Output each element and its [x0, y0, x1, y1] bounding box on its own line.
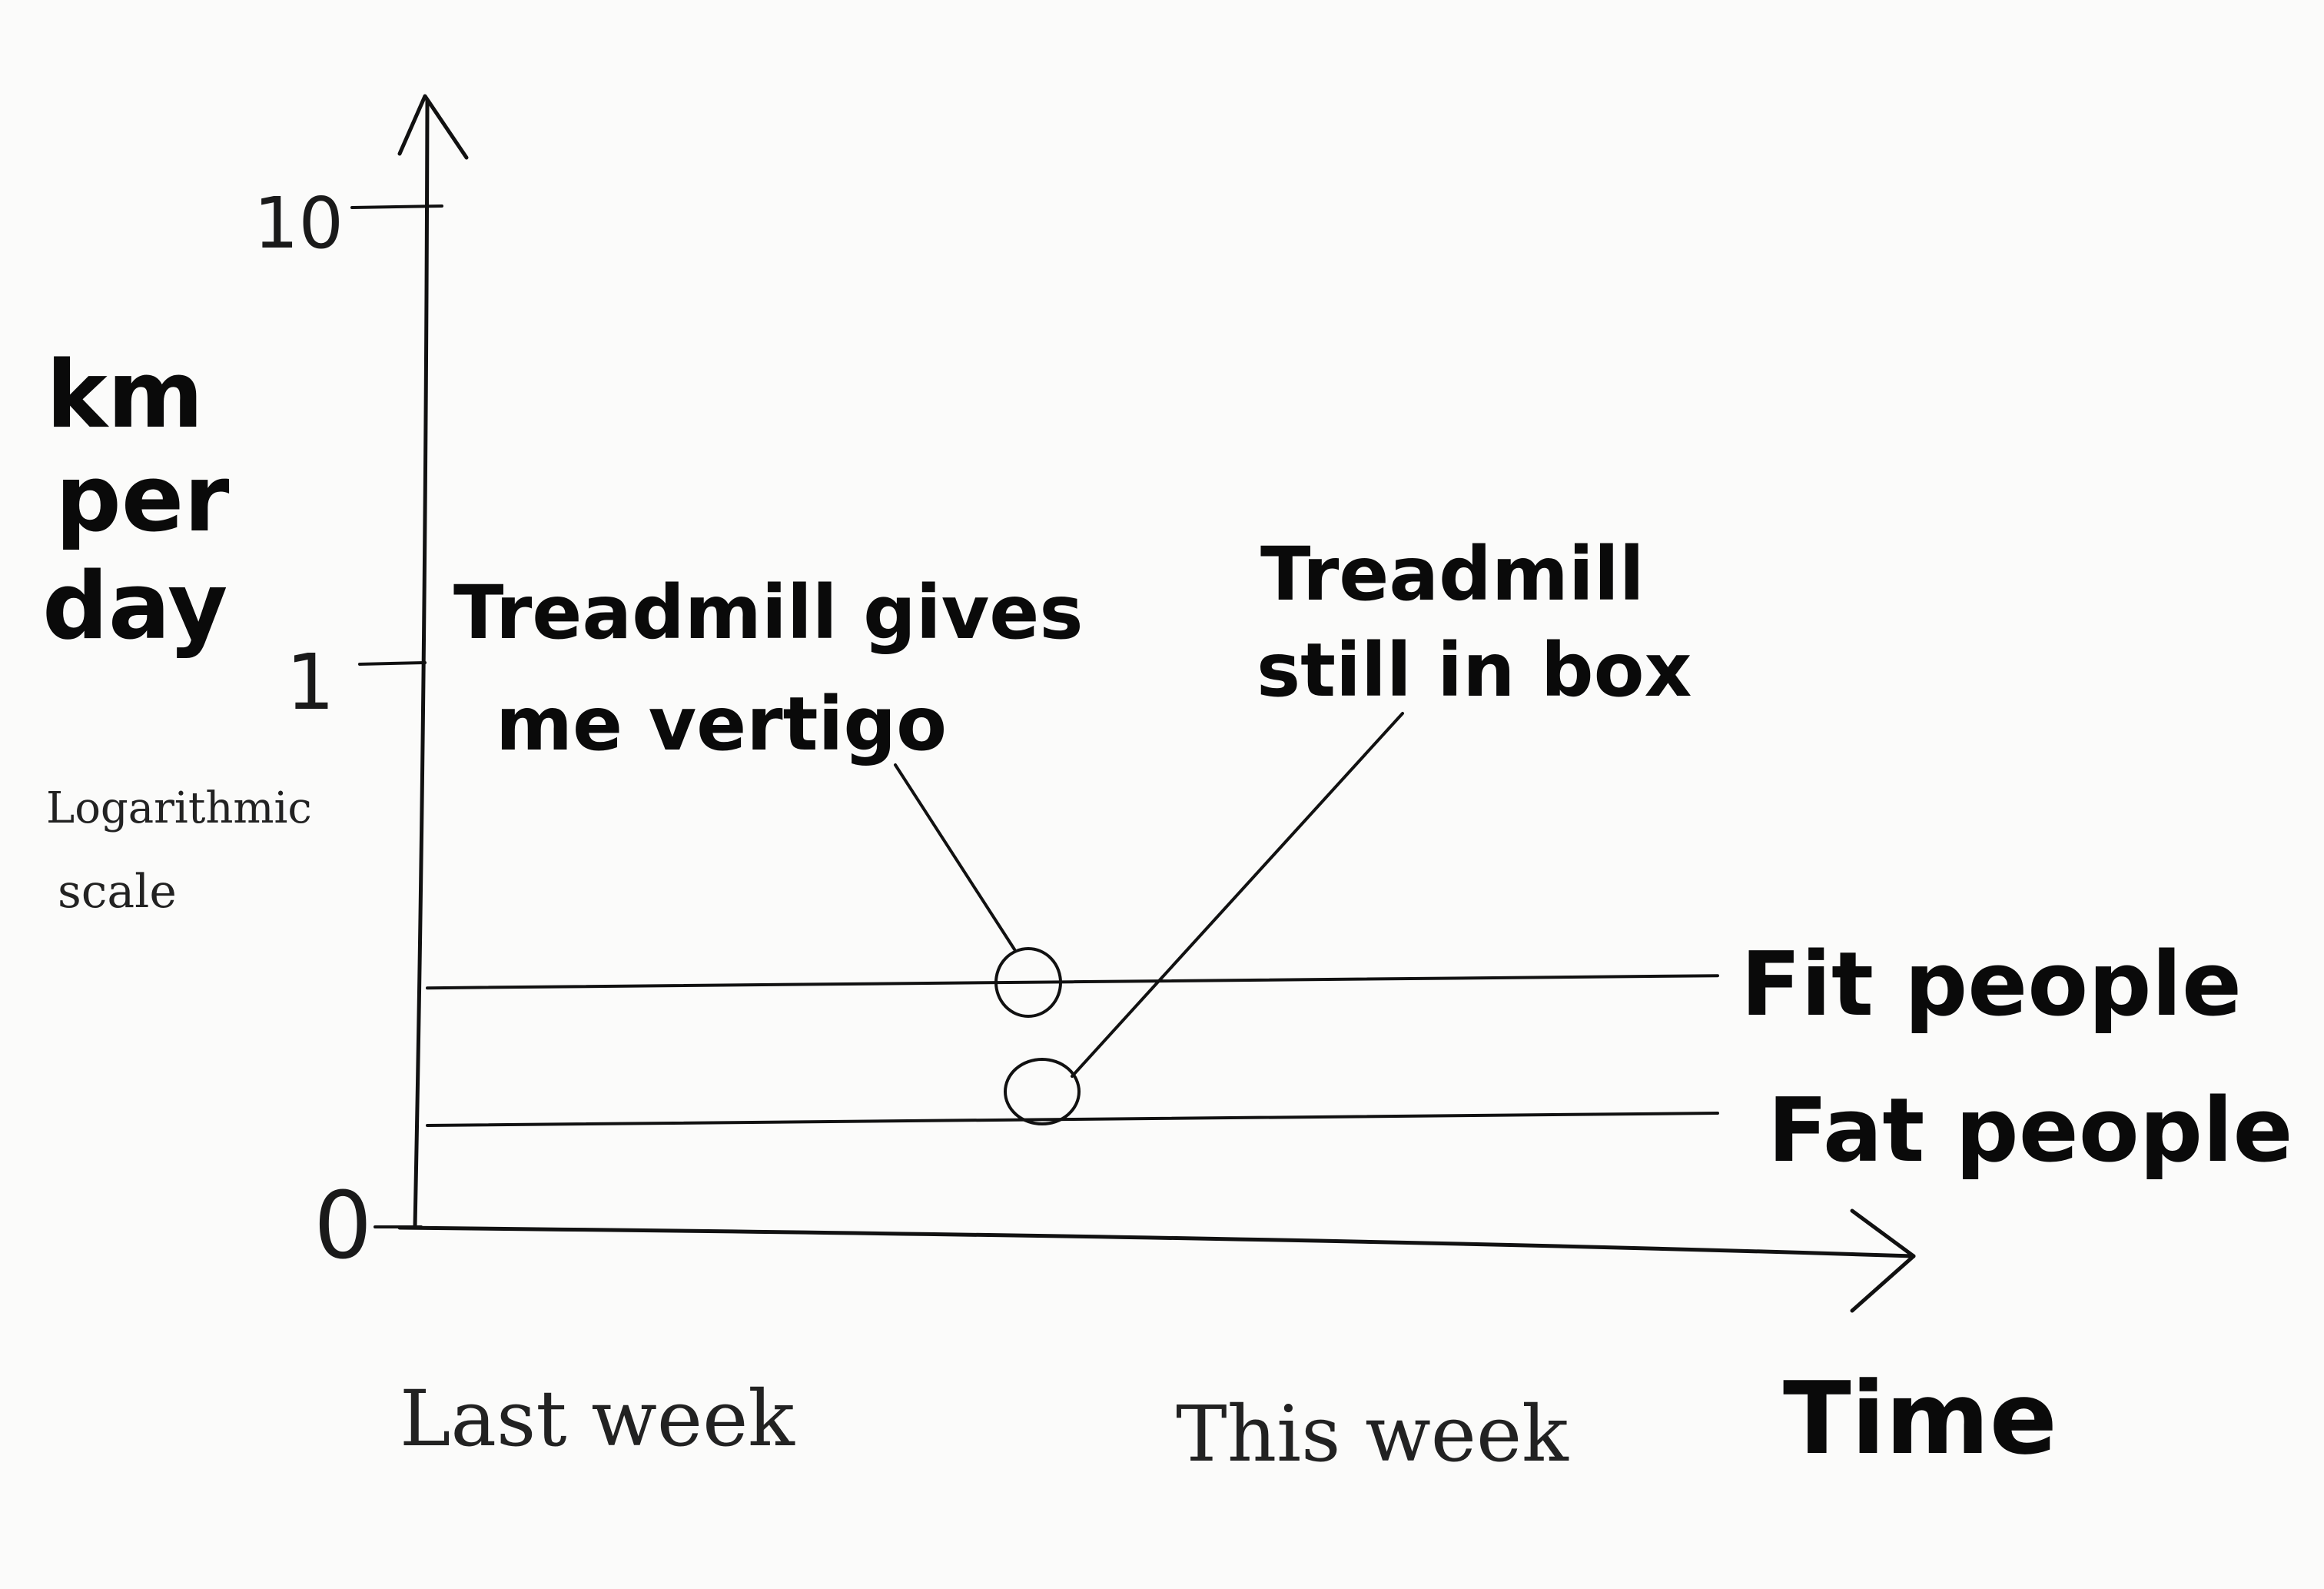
- annotation-box: Treadmill still in box: [1004, 531, 1692, 1125]
- x-axis-arrowhead: [1850, 1208, 1916, 1313]
- y-tick-label-1: 1: [286, 637, 335, 727]
- axes: [350, 94, 1916, 1313]
- x-axis-label: Time: [1783, 1360, 2057, 1477]
- y-axis-arrowhead: [397, 94, 469, 160]
- annotation-box-line-1: Treadmill: [1260, 531, 1645, 617]
- annotation-box-pointer: [1071, 712, 1404, 1078]
- scale-note-line-1: Logarithmic: [46, 783, 312, 833]
- annotation-vertigo-pointer: [894, 763, 1016, 951]
- y-tick-10: [350, 204, 443, 209]
- annotation-box-line-2: still in box: [1257, 627, 1692, 713]
- x-tick-label-this-week: This week: [1176, 1389, 1569, 1479]
- series-label-fat-people: Fat people: [1768, 1079, 2293, 1182]
- y-tick-label-10: 10: [254, 182, 344, 264]
- series-line-fit-people: [426, 974, 1719, 990]
- annotation-box-circle: [1004, 1058, 1081, 1125]
- y-axis: [413, 98, 430, 1229]
- scale-note-line-2: scale: [58, 865, 177, 919]
- y-tick-label-0: 0: [314, 1173, 372, 1280]
- annotation-vertigo-circle: [994, 947, 1062, 1018]
- y-axis-label-line-2: per: [55, 446, 229, 553]
- series-layer: [426, 974, 1719, 1127]
- annotation-vertigo: Treadmill gives me vertigo: [453, 570, 1084, 1018]
- x-axis: [397, 1225, 1916, 1258]
- y-axis-label-line-3: day: [42, 553, 227, 660]
- y-tick-1: [358, 661, 427, 666]
- x-tick-label-last-week: Last week: [400, 1374, 795, 1464]
- y-axis-label-line-1: km: [46, 342, 204, 449]
- annotation-vertigo-line-2: me vertigo: [496, 681, 947, 767]
- annotation-vertigo-line-1: Treadmill gives: [453, 570, 1084, 656]
- series-line-fat-people: [426, 1112, 1719, 1127]
- series-label-fit-people: Fit people: [1741, 933, 2242, 1036]
